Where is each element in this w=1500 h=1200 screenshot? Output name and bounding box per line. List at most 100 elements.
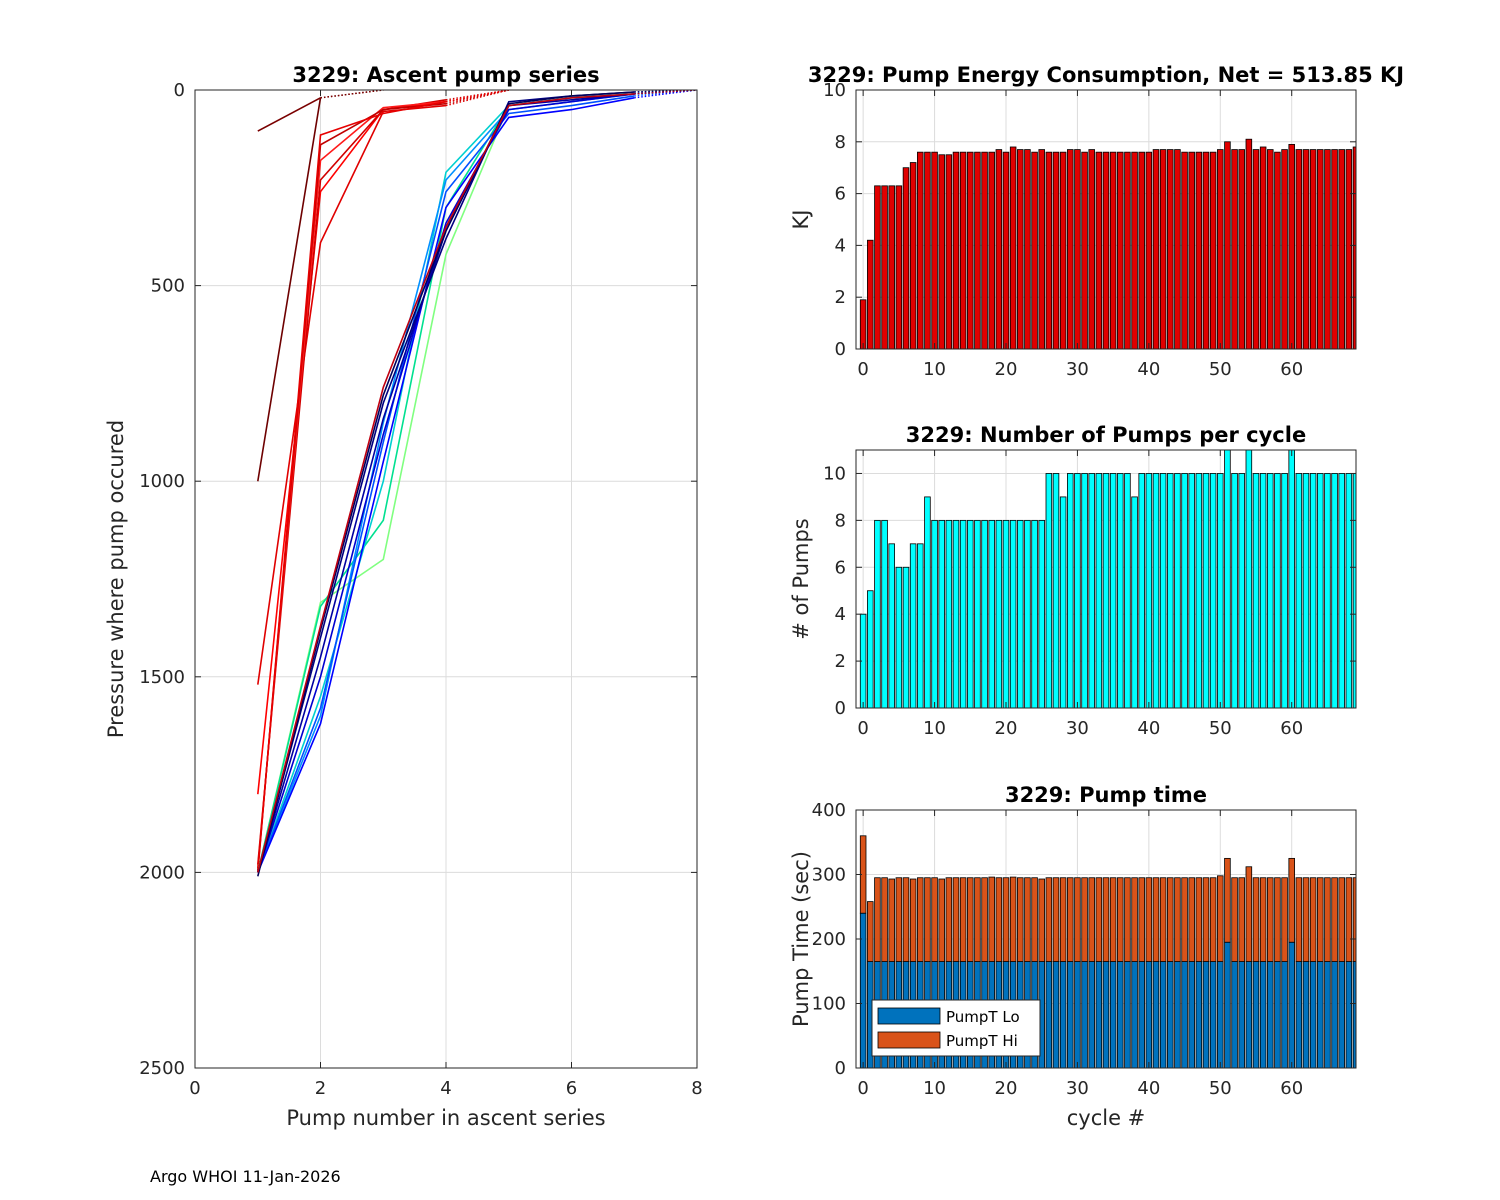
bar-pumpt-hi bbox=[1117, 877, 1124, 962]
bar-pumpt-hi bbox=[1217, 875, 1224, 962]
bar bbox=[1302, 473, 1310, 708]
bar-pumpt-lo bbox=[1138, 961, 1145, 1068]
bar bbox=[1317, 473, 1324, 708]
bar bbox=[952, 151, 960, 349]
bar bbox=[1209, 151, 1217, 349]
bar bbox=[859, 299, 867, 349]
bar bbox=[1245, 450, 1253, 708]
bar-pumpt-lo bbox=[1209, 961, 1217, 1068]
bar-pumpt-hi bbox=[1109, 877, 1117, 962]
bar bbox=[917, 151, 924, 349]
bar bbox=[895, 185, 903, 349]
bar-pumpt-lo bbox=[1152, 961, 1160, 1068]
number-of-pumps-panel: 0 10 20 30 40 50 60 0 2 4 6 8 10 3229: Number of Pump… bbox=[789, 423, 1357, 739]
bar bbox=[867, 239, 874, 349]
bar bbox=[888, 185, 895, 349]
bar bbox=[952, 519, 960, 708]
x-tick-label: 4 bbox=[440, 1078, 451, 1099]
bar-pumpt-hi bbox=[1188, 877, 1195, 962]
bar-pumpt-hi bbox=[1131, 877, 1138, 962]
y-tick-label: 0 bbox=[835, 1058, 846, 1079]
bar bbox=[1238, 473, 1245, 708]
bar bbox=[1059, 496, 1067, 708]
bar-pumpt-hi bbox=[909, 878, 917, 962]
footer-credit: Argo WHOI 11-Jan-2026 bbox=[150, 1167, 341, 1186]
bar bbox=[1309, 473, 1317, 708]
y-axis-label: Pressure where pump occured bbox=[104, 420, 128, 738]
bar bbox=[1288, 143, 1295, 349]
legend-label: PumpT Lo bbox=[946, 1008, 1020, 1026]
bar-pumpt-hi bbox=[867, 901, 874, 962]
y-tick-label: 0 bbox=[174, 80, 185, 101]
bar-pumpt-hi bbox=[874, 877, 881, 962]
bar-pumpt-hi bbox=[1167, 877, 1174, 962]
bar-pumpt-hi bbox=[888, 878, 895, 962]
bar bbox=[1102, 473, 1110, 708]
x-tick-label: 20 bbox=[995, 718, 1018, 739]
bar-pumpt-hi bbox=[1331, 877, 1338, 962]
bar-pumpt-lo bbox=[1245, 961, 1253, 1068]
bar-pumpt-hi bbox=[1038, 878, 1045, 962]
bar-pumpt-hi bbox=[1009, 876, 1017, 962]
bar bbox=[945, 154, 953, 349]
bar bbox=[1017, 149, 1024, 349]
series-line-dotted bbox=[445, 90, 509, 103]
bar bbox=[1138, 151, 1145, 349]
bar-pumpt-hi bbox=[1345, 877, 1353, 962]
bar bbox=[1267, 473, 1274, 708]
legend-swatch bbox=[877, 1031, 941, 1049]
bar bbox=[1338, 149, 1345, 349]
bar bbox=[924, 151, 931, 349]
bar bbox=[1188, 151, 1195, 349]
bar-pumpt-lo bbox=[1181, 961, 1188, 1068]
bar bbox=[1095, 151, 1103, 349]
x-tick-label: 30 bbox=[1066, 1078, 1089, 1099]
bar bbox=[1274, 151, 1281, 349]
y-tick-label: 2000 bbox=[139, 862, 185, 883]
bar-pumpt-hi bbox=[1317, 877, 1324, 962]
bar-pumpt-hi bbox=[1095, 877, 1103, 962]
bar-pumpt-hi bbox=[995, 877, 1003, 962]
bar bbox=[1159, 473, 1167, 708]
bar-pumpt-lo bbox=[1188, 961, 1195, 1068]
bar bbox=[1231, 473, 1238, 708]
bar bbox=[995, 519, 1003, 708]
x-tick-label: 10 bbox=[923, 1078, 946, 1099]
bar-pumpt-hi bbox=[1067, 877, 1074, 962]
bar bbox=[1081, 151, 1088, 349]
bar bbox=[1145, 473, 1153, 708]
bar bbox=[931, 519, 938, 708]
chart-title: 3229: Pump Energy Consumption, Net = 513… bbox=[808, 63, 1404, 87]
bar bbox=[1124, 473, 1131, 708]
legend-label: PumpT Hi bbox=[946, 1032, 1018, 1050]
bar bbox=[967, 151, 974, 349]
x-tick-label: 50 bbox=[1209, 1078, 1232, 1099]
bar bbox=[1224, 450, 1231, 708]
bar-pumpt-lo bbox=[859, 912, 867, 1068]
bar-pumpt-lo bbox=[1295, 961, 1303, 1068]
x-tick-label: 0 bbox=[857, 359, 868, 380]
y-tick-label: 200 bbox=[812, 929, 846, 950]
y-axis-label: Pump Time (sec) bbox=[789, 851, 813, 1027]
bar bbox=[1195, 151, 1203, 349]
y-tick-label: 100 bbox=[812, 994, 846, 1015]
bar-pumpt-hi bbox=[1145, 877, 1153, 962]
y-axis-label: # of Pumps bbox=[789, 518, 813, 640]
bar-pumpt-hi bbox=[938, 878, 945, 962]
bar bbox=[924, 496, 931, 708]
bar bbox=[1024, 519, 1031, 708]
bar-pumpt-lo bbox=[1281, 961, 1288, 1068]
series-line bbox=[257, 95, 635, 873]
bar bbox=[981, 151, 988, 349]
x-axis-label: Pump number in ascent series bbox=[286, 1106, 605, 1130]
bar bbox=[1009, 519, 1017, 708]
bar-pumpt-hi bbox=[1302, 877, 1310, 962]
bar-pumpt-lo bbox=[1288, 941, 1295, 1068]
bar bbox=[888, 543, 895, 708]
series-line bbox=[257, 97, 635, 873]
bar-pumpt-hi bbox=[1159, 877, 1167, 962]
series-line bbox=[257, 97, 321, 132]
bar bbox=[1167, 473, 1174, 708]
